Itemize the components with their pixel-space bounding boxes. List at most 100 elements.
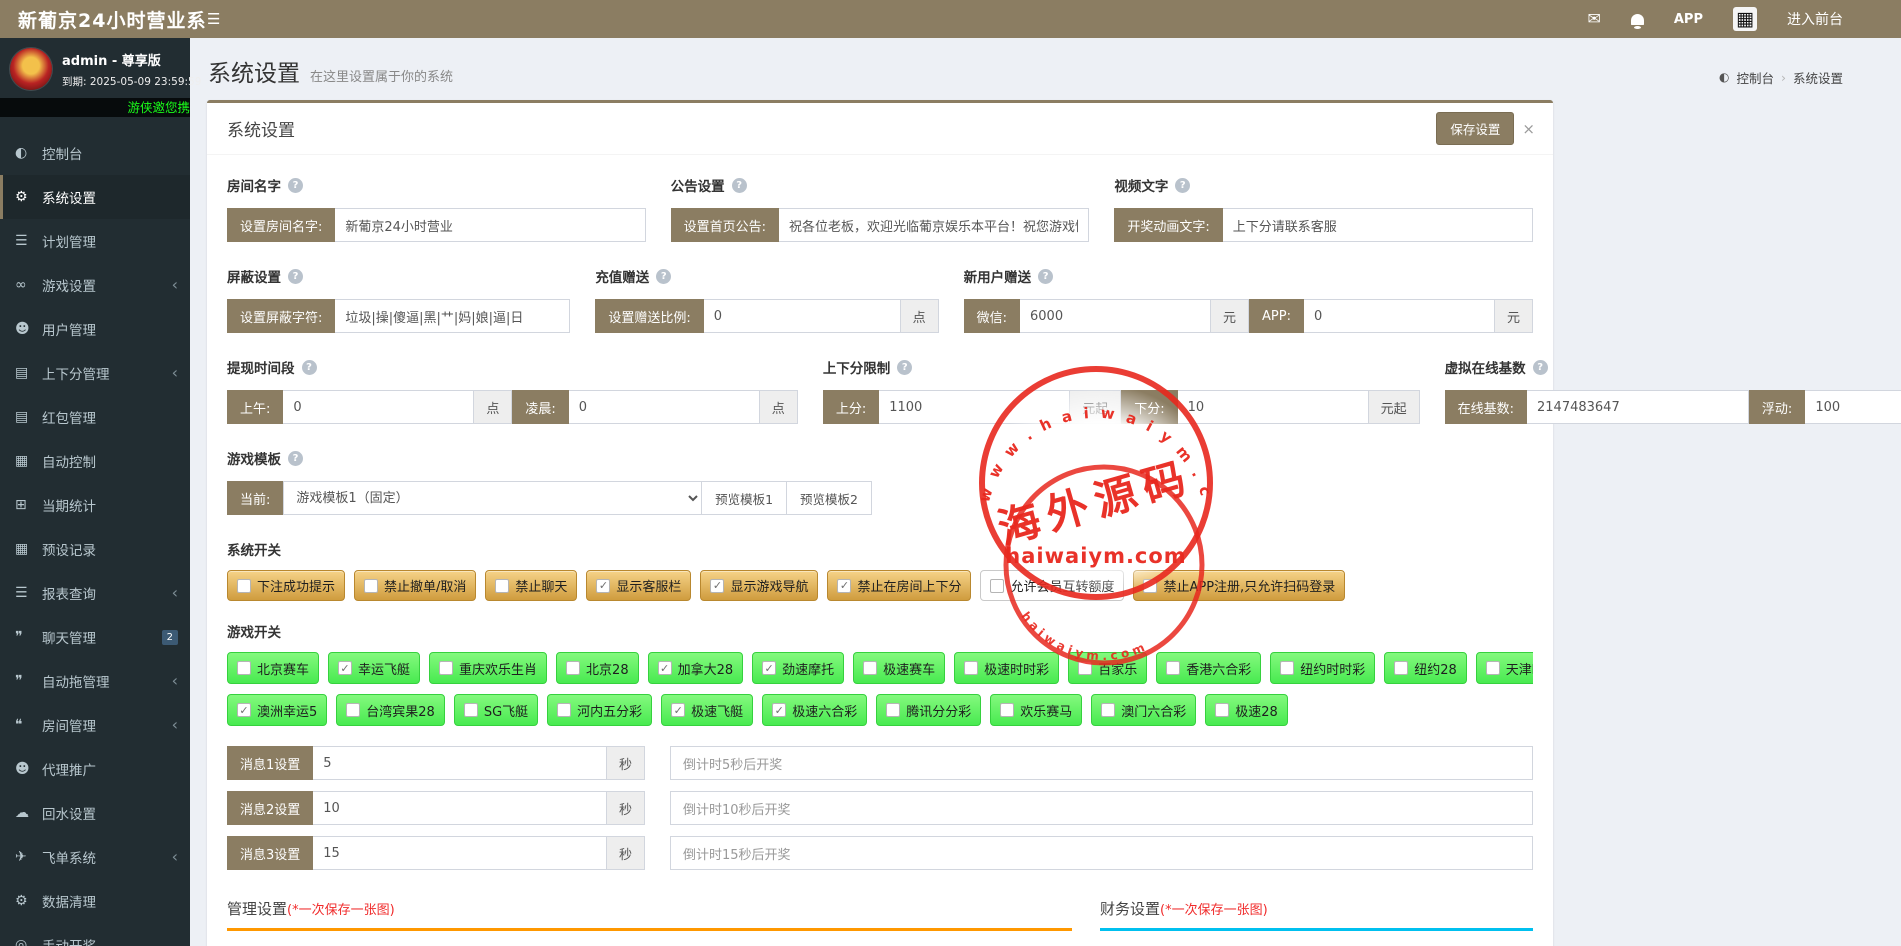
help-icon[interactable]: ? — [288, 450, 303, 466]
game-switch[interactable]: ✓ 极速六合彩 — [762, 694, 868, 726]
sidebar-item-10[interactable]: ☰ 报表查询 ‹ — [0, 571, 190, 615]
message-seconds-input[interactable] — [313, 791, 607, 825]
preview-template2-button[interactable]: 预览模板2 — [787, 481, 872, 515]
message-text-input[interactable] — [670, 746, 1533, 780]
sidebar-item-5[interactable]: ▤ 上下分管理 ‹ — [0, 351, 190, 395]
help-icon[interactable]: ? — [288, 177, 303, 193]
qr-code-icon[interactable]: ▦ — [1733, 7, 1757, 31]
hamburger-menu-icon[interactable]: ☰ — [207, 10, 221, 28]
switch-label: 河内五分彩 — [577, 704, 643, 720]
sidebar-item-3[interactable]: ∞ 游戏设置 ‹ — [0, 263, 190, 307]
game-switch[interactable]: 天津时时彩 — [1475, 652, 1533, 684]
switch-label: 北京28 — [586, 662, 629, 678]
switch-label: 澳洲幸运5 — [257, 704, 318, 720]
game-switch[interactable]: 香港六合彩 — [1156, 652, 1262, 684]
system-switch[interactable]: 下注成功提示 — [227, 570, 346, 601]
mail-icon[interactable]: ✉ — [1587, 9, 1601, 28]
switch-label: 香港六合彩 — [1186, 662, 1252, 678]
game-switch[interactable]: 北京28 — [556, 652, 639, 684]
am-input[interactable] — [283, 390, 475, 424]
game-switch[interactable]: 百家乐 — [1068, 652, 1148, 684]
system-switch[interactable]: ✓ 禁止在房间上下分 — [827, 570, 972, 601]
night-input[interactable] — [568, 390, 760, 424]
enter-front-button[interactable]: 进入前台 — [1787, 12, 1843, 28]
help-icon[interactable]: ? — [1175, 177, 1191, 193]
game-switch[interactable]: 极速时时彩 — [954, 652, 1060, 684]
save-settings-button[interactable]: 保存设置 — [1436, 112, 1515, 145]
recharge-input[interactable] — [703, 299, 901, 333]
game-switch[interactable]: ✓ 极速飞艇 — [661, 694, 754, 726]
game-switch[interactable]: 河内五分彩 — [547, 694, 653, 726]
notice-input[interactable] — [779, 208, 1090, 242]
sidebar-item-17[interactable]: ⚙ 数据清理 — [0, 879, 190, 923]
system-switch[interactable]: 禁止APP注册,只允许扫码登录 — [1133, 570, 1346, 601]
game-switch[interactable]: 澳门六合彩 — [1091, 694, 1197, 726]
field-updown-limit: 上下分限制? 上分: 元起 下分: 元起 — [822, 357, 1420, 424]
sidebar-item-4[interactable]: ☻ 用户管理 — [0, 307, 190, 351]
breadcrumb-home[interactable]: 控制台 — [1736, 70, 1774, 86]
sidebar-item-18[interactable]: ◎ 手动开奖 — [0, 923, 190, 946]
game-switch[interactable]: 纽约28 — [1384, 652, 1467, 684]
field-recharge-bonus: 充值赠送? 设置赠送比例: 点 — [595, 266, 939, 333]
app-button[interactable]: APP — [1673, 11, 1703, 27]
sidebar-item-0[interactable]: ◐ 控制台 — [0, 131, 190, 175]
sidebar-item-9[interactable]: ▦ 预设记录 — [0, 527, 190, 571]
message-seconds-input[interactable] — [313, 836, 607, 870]
preview-template1-button[interactable]: 预览模板1 — [702, 481, 788, 515]
close-icon[interactable]: × — [1522, 119, 1535, 138]
sidebar-item-12[interactable]: ❞ 自动拖管理 ‹ — [0, 659, 190, 703]
help-icon[interactable]: ? — [897, 359, 913, 375]
game-switch[interactable]: ✓ 劲速摩托 — [752, 652, 845, 684]
game-switch[interactable]: ✓ 幸运飞艇 — [328, 652, 421, 684]
down-limit-input[interactable] — [1177, 390, 1369, 424]
game-switch[interactable]: ✓ 加拿大28 — [647, 652, 744, 684]
sidebar-item-15[interactable]: ☁ 回水设置 — [0, 791, 190, 835]
up-limit-input[interactable] — [879, 390, 1071, 424]
sidebar-item-13[interactable]: ❝ 房间管理 ‹ — [0, 703, 190, 747]
game-switch[interactable]: 极速赛车 — [853, 652, 946, 684]
system-switch[interactable]: ✓ 显示游戏导航 — [700, 570, 819, 601]
checkbox-checked-icon: ✓ — [772, 703, 787, 717]
game-switch[interactable]: ✓ 澳洲幸运5 — [227, 694, 328, 726]
message-text-input[interactable] — [670, 836, 1533, 870]
system-switch[interactable]: 允许会员互转额度 — [980, 570, 1125, 601]
sidebar-item-8[interactable]: ⊞ 当期统计 — [0, 483, 190, 527]
block-words-input[interactable] — [335, 299, 571, 333]
message-seconds-input[interactable] — [313, 746, 607, 780]
help-icon[interactable]: ? — [288, 268, 303, 284]
bell-icon[interactable] — [1630, 13, 1644, 29]
game-switch[interactable]: 欢乐赛马 — [990, 694, 1083, 726]
sidebar-item-6[interactable]: ▤ 红包管理 — [0, 395, 190, 439]
sidebar-item-16[interactable]: ✈ 飞单系统 ‹ — [0, 835, 190, 879]
app-bonus-input[interactable] — [1303, 299, 1495, 333]
sidebar-item-1[interactable]: ⚙ 系统设置 — [0, 175, 190, 219]
help-icon[interactable]: ? — [1532, 359, 1548, 375]
help-icon[interactable]: ? — [1038, 268, 1054, 284]
float-min-input[interactable] — [1805, 390, 1901, 424]
game-switch[interactable]: 腾讯分分彩 — [876, 694, 982, 726]
sidebar-item-11[interactable]: ❞ 聊天管理 2 — [0, 615, 190, 659]
system-switch[interactable]: 禁止聊天 — [485, 570, 578, 601]
online-base-input[interactable] — [1527, 390, 1749, 424]
help-icon[interactable]: ? — [731, 177, 747, 193]
video-text-input[interactable] — [1222, 208, 1533, 242]
checkbox-checked-icon: ✓ — [237, 703, 251, 717]
system-switch[interactable]: 禁止撤单/取消 — [354, 570, 477, 601]
wechat-bonus-input[interactable] — [1020, 299, 1212, 333]
game-switch[interactable]: 重庆欢乐生肖 — [429, 652, 548, 684]
room-name-input[interactable] — [335, 208, 646, 242]
avatar[interactable] — [10, 48, 52, 90]
game-switch[interactable]: 极速28 — [1205, 694, 1288, 726]
game-switch[interactable]: 纽约时时彩 — [1270, 652, 1376, 684]
system-switch[interactable]: ✓ 显示客服栏 — [586, 570, 692, 601]
game-switch[interactable]: SG飞艇 — [453, 694, 539, 726]
sidebar-item-7[interactable]: ▦ 自动控制 — [0, 439, 190, 483]
help-icon[interactable]: ? — [656, 268, 672, 284]
game-switch[interactable]: 台湾宾果28 — [336, 694, 445, 726]
message-text-input[interactable] — [670, 791, 1533, 825]
sidebar-item-2[interactable]: ☰ 计划管理 — [0, 219, 190, 263]
game-switch[interactable]: 北京赛车 — [227, 652, 320, 684]
template-select[interactable]: 游戏模板1（固定） — [283, 481, 703, 515]
help-icon[interactable]: ? — [301, 359, 317, 375]
sidebar-item-14[interactable]: ☻ 代理推广 — [0, 747, 190, 791]
